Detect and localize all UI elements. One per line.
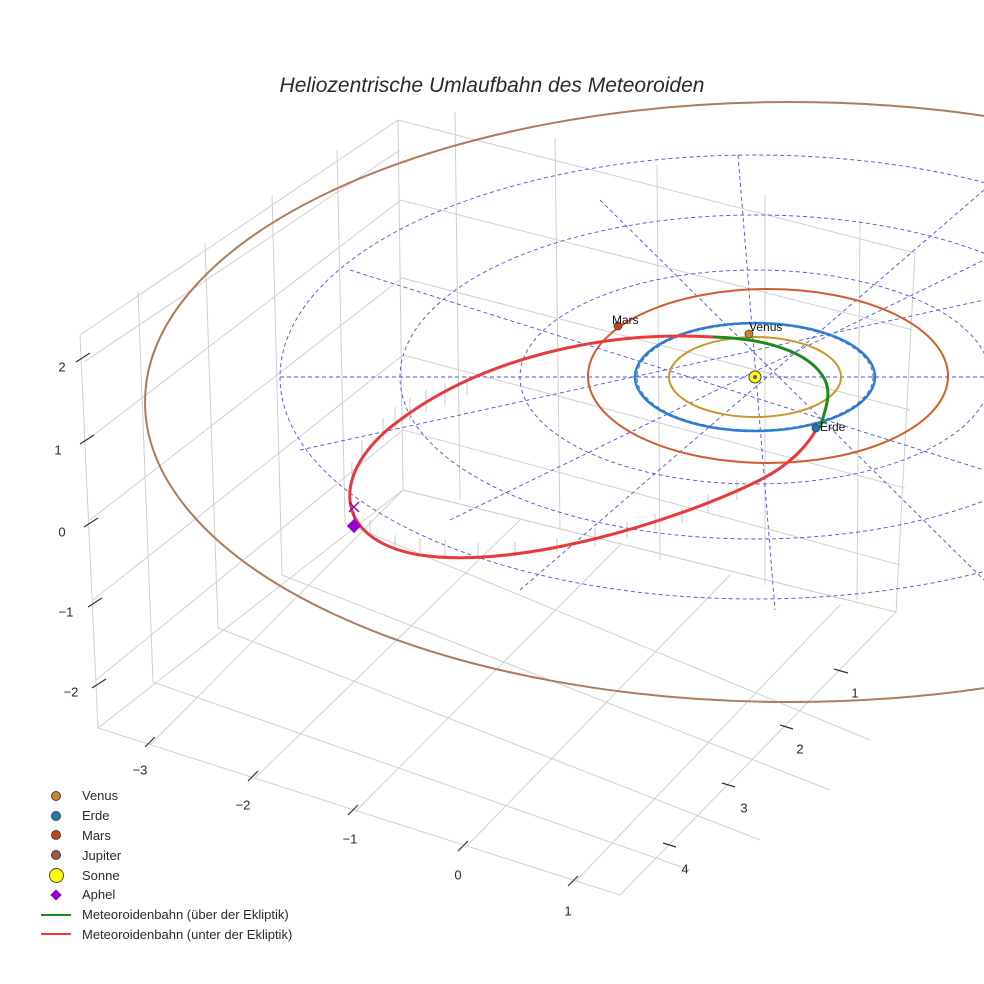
mars-label: Mars (612, 313, 639, 327)
legend-label: Sonne (82, 867, 120, 883)
line-icon (38, 908, 74, 922)
jupiter-orbit (144, 101, 984, 703)
legend-label: Mars (82, 827, 111, 843)
aphel-x-marker (348, 501, 360, 520)
y-tick-label: 3 (740, 800, 748, 816)
mars-marker[interactable] (613, 321, 623, 331)
legend: Venus Erde Mars Jupiter Sonne Aphel Mete… (38, 786, 292, 944)
legend-label: Meteoroidenbahn (über der Ekliptik) (82, 907, 289, 923)
x-tick-label: −3 (132, 762, 148, 778)
earth-marker[interactable] (811, 423, 821, 433)
y-tick-label: 2 (796, 741, 804, 757)
z-tick-label: 2 (58, 359, 66, 375)
meteoroid-orbit-below (348, 334, 819, 560)
x-tick-label: 1 (564, 903, 572, 919)
aphel-marker[interactable] (346, 518, 362, 534)
y-tick-label: 1 (851, 685, 859, 701)
legend-item-erde[interactable]: Erde (38, 806, 292, 826)
venus-label: Venus (749, 320, 783, 334)
dot-icon (38, 828, 74, 842)
legend-label: Aphel (82, 887, 116, 903)
legend-item-aphel[interactable]: Aphel (38, 885, 292, 905)
legend-item-mars[interactable]: Mars (38, 826, 292, 846)
line-icon (38, 927, 74, 941)
venus-orbit (668, 336, 842, 418)
dot-icon (38, 848, 74, 862)
earth-orbit (633, 321, 877, 433)
legend-item-jupiter[interactable]: Jupiter (38, 845, 292, 865)
legend-label: Jupiter (82, 847, 122, 863)
dot-icon (38, 809, 74, 823)
y-tick-label: 4 (681, 861, 689, 877)
legend-item-venus[interactable]: Venus (38, 786, 292, 806)
legend-item-orbit-below[interactable]: Meteoroidenbahn (unter der Ekliptik) (38, 925, 292, 945)
chart-title: Heliozentrische Umlaufbahn des Meteoroid… (279, 74, 705, 97)
sun-center (753, 375, 757, 379)
mars-orbit (587, 288, 949, 464)
x-tick-label: −1 (342, 831, 358, 847)
erde-label: Erde (820, 420, 846, 434)
grid-box (79, 111, 916, 896)
legend-label: Venus (82, 788, 119, 804)
z-tick-label: −2 (63, 684, 79, 700)
sun-icon (38, 867, 74, 883)
meteoroid-orbit-above (712, 335, 830, 429)
dot-icon (38, 789, 74, 803)
x-tick-label: −2 (235, 797, 251, 813)
legend-label: Meteoroidenbahn (unter der Ekliptik) (82, 926, 293, 942)
z-tick-label: 0 (58, 524, 66, 540)
z-tick-label: 1 (54, 442, 62, 458)
legend-item-orbit-above[interactable]: Meteoroidenbahn (über der Ekliptik) (38, 905, 292, 925)
z-tick-label: −1 (58, 604, 74, 620)
x-tick-label: 0 (454, 867, 462, 883)
drop-lines (351, 375, 738, 559)
tick-marks (75, 352, 849, 887)
polar-grid (279, 154, 984, 611)
legend-label: Erde (82, 808, 110, 824)
legend-item-sonne[interactable]: Sonne (38, 865, 292, 885)
diamond-icon (38, 888, 74, 902)
venus-marker[interactable] (744, 329, 754, 339)
